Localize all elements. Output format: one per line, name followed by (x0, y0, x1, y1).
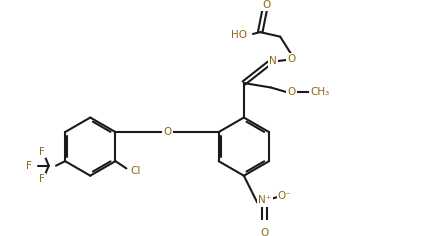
Text: O: O (263, 0, 271, 10)
Text: N⁺: N⁺ (258, 195, 272, 205)
Text: F: F (39, 147, 44, 157)
Text: CH₃: CH₃ (311, 87, 330, 97)
Text: HO: HO (231, 30, 246, 40)
Text: N: N (269, 56, 277, 66)
Text: F: F (26, 161, 32, 171)
Text: F: F (39, 174, 44, 184)
Text: O: O (163, 127, 171, 137)
Text: O: O (261, 228, 269, 236)
Text: O: O (287, 54, 295, 64)
Text: O⁻: O⁻ (278, 191, 292, 201)
Text: Cl: Cl (130, 166, 141, 176)
Text: O: O (287, 87, 295, 97)
